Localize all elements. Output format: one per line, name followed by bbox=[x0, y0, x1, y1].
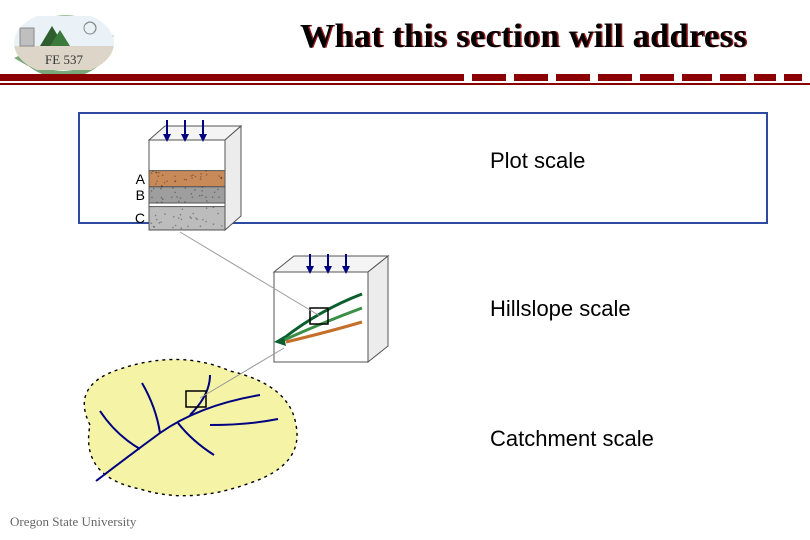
soil-horizon-label: A bbox=[131, 171, 145, 187]
soil-horizon-label: C bbox=[131, 210, 145, 226]
page-title: What this section will address bbox=[300, 18, 747, 56]
catchment-scale-diagram bbox=[60, 355, 305, 500]
plot-scale-label: Plot scale bbox=[490, 148, 585, 174]
plot-scale-diagram: ABC bbox=[115, 118, 245, 233]
soil-horizon-label: B bbox=[131, 187, 145, 203]
catchment-scale-label: Catchment scale bbox=[490, 426, 654, 452]
hillslope-scale-label: Hillslope scale bbox=[490, 296, 631, 322]
hillslope-scale-diagram bbox=[250, 250, 400, 365]
logo-label: FE 537 bbox=[45, 52, 83, 67]
header-rule bbox=[0, 74, 810, 90]
course-logo: FE 537 bbox=[10, 8, 118, 78]
footer-attribution: Oregon State University bbox=[10, 514, 136, 530]
